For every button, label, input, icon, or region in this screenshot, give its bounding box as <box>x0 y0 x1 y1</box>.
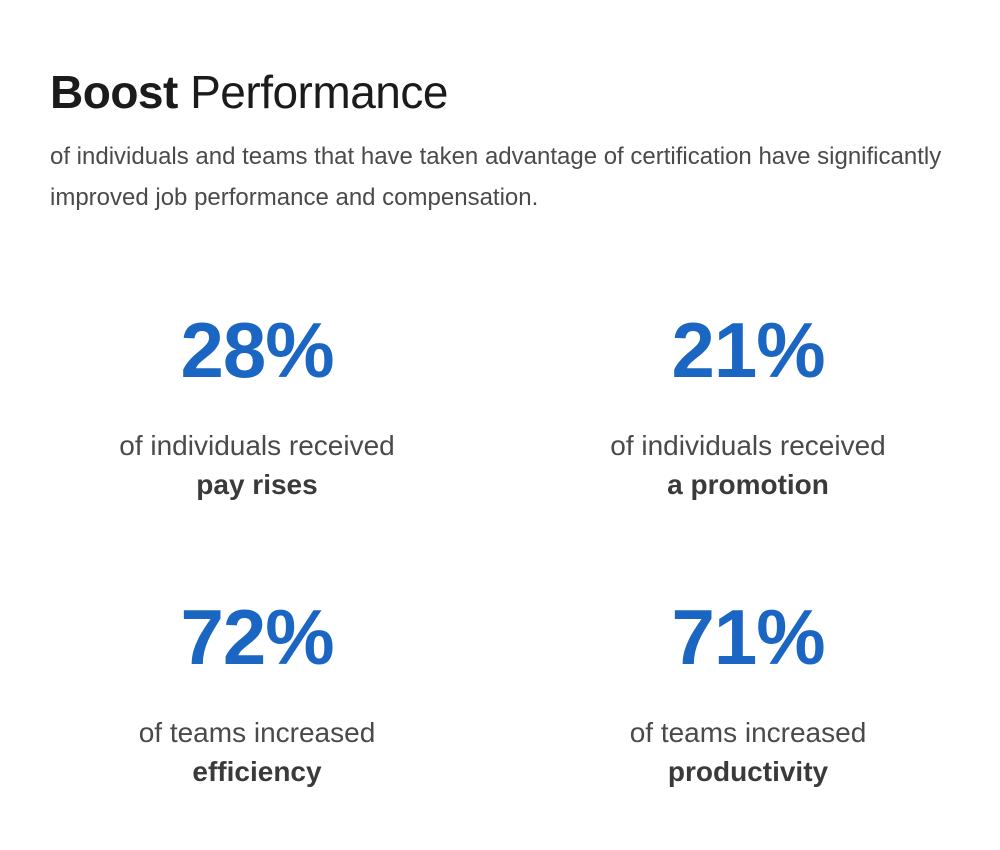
page-title: Boost Performance <box>50 62 448 122</box>
stat-highlight: pay rises <box>196 469 318 500</box>
stat-block-promotion: 21% of individuals received a promotion <box>538 304 958 504</box>
stat-value: 21% <box>671 306 825 394</box>
stat-value: 72% <box>180 593 334 681</box>
stat-value: 71% <box>671 593 825 681</box>
stat-block-productivity: 71% of teams increased productivity <box>538 591 958 791</box>
stat-value: 28% <box>180 306 334 394</box>
stat-description: of individuals received <box>119 430 395 461</box>
stat-description: of individuals received <box>610 430 886 461</box>
stat-block-efficiency: 72% of teams increased efficiency <box>47 591 467 791</box>
stat-highlight: productivity <box>667 756 829 787</box>
page-title-bold: Boost <box>50 66 178 118</box>
intro-text: of individuals and teams that have taken… <box>50 143 942 211</box>
stat-highlight: efficiency <box>192 756 322 787</box>
page-title-light: Performance <box>190 66 448 118</box>
stat-highlight: a promotion <box>667 469 829 500</box>
stat-description: of teams increased <box>138 717 376 748</box>
stat-block-pay-rises: 28% of individuals received pay rises <box>47 304 467 504</box>
stat-description: of teams increased <box>629 717 867 748</box>
